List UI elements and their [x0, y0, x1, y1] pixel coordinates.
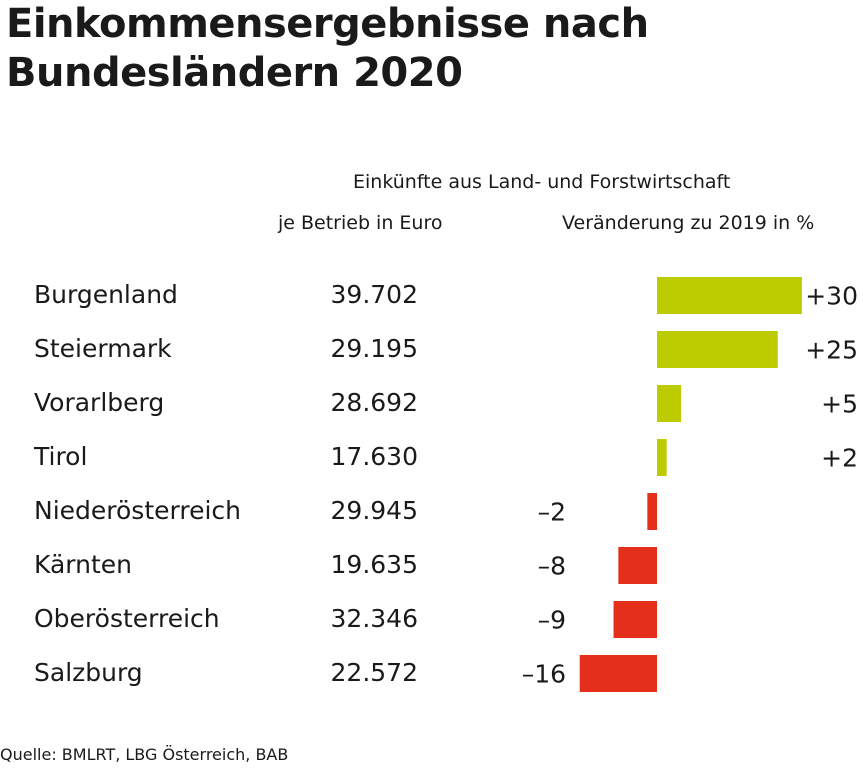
change-value-label: –9: [538, 606, 566, 635]
row-label: Oberösterreich: [34, 603, 220, 633]
row-label: Kärnten: [34, 549, 132, 579]
row-value-absolute: 39.702: [330, 279, 418, 309]
row-label: Salzburg: [34, 657, 143, 687]
row-label: Steiermark: [34, 333, 172, 363]
row-value-absolute: 32.346: [330, 603, 418, 633]
change-value-label: +25: [805, 336, 858, 365]
change-value-label: +30: [805, 282, 858, 311]
row-label: Tirol: [34, 441, 88, 471]
row-label: Vorarlberg: [34, 387, 165, 417]
change-bar: [618, 547, 657, 584]
column-header-main: Einkünfte aus Land- und Forstwirtschaft: [353, 171, 731, 193]
row-label: Niederösterreich: [34, 495, 241, 525]
change-bar: [579, 655, 657, 692]
change-bar: [613, 601, 657, 638]
change-bar: [657, 331, 778, 368]
row-value-absolute: 19.635: [330, 549, 418, 579]
change-bar: [657, 277, 802, 314]
change-value-label: –16: [522, 660, 566, 689]
column-header-change: Veränderung zu 2019 in %: [562, 212, 815, 234]
change-value-label: +2: [821, 444, 858, 473]
row-value-absolute: 22.572: [330, 657, 418, 687]
change-value-label: –8: [538, 552, 566, 581]
chart-title: Einkommensergebnisse nach Bundesländern …: [6, 1, 649, 96]
row-label: Burgenland: [34, 279, 178, 309]
change-value-label: –2: [538, 498, 566, 527]
source-note: Quelle: BMLRT, LBG Österreich, BAB: [0, 745, 289, 764]
row-value-absolute: 17.630: [330, 441, 418, 471]
change-value-label: +5: [821, 390, 858, 419]
column-header-absolute: je Betrieb in Euro: [278, 212, 443, 234]
change-bar: [647, 493, 657, 530]
row-value-absolute: 28.692: [330, 387, 418, 417]
change-bar: [657, 385, 682, 422]
row-value-absolute: 29.945: [330, 495, 418, 525]
change-bar: [657, 439, 667, 476]
row-value-absolute: 29.195: [330, 333, 418, 363]
